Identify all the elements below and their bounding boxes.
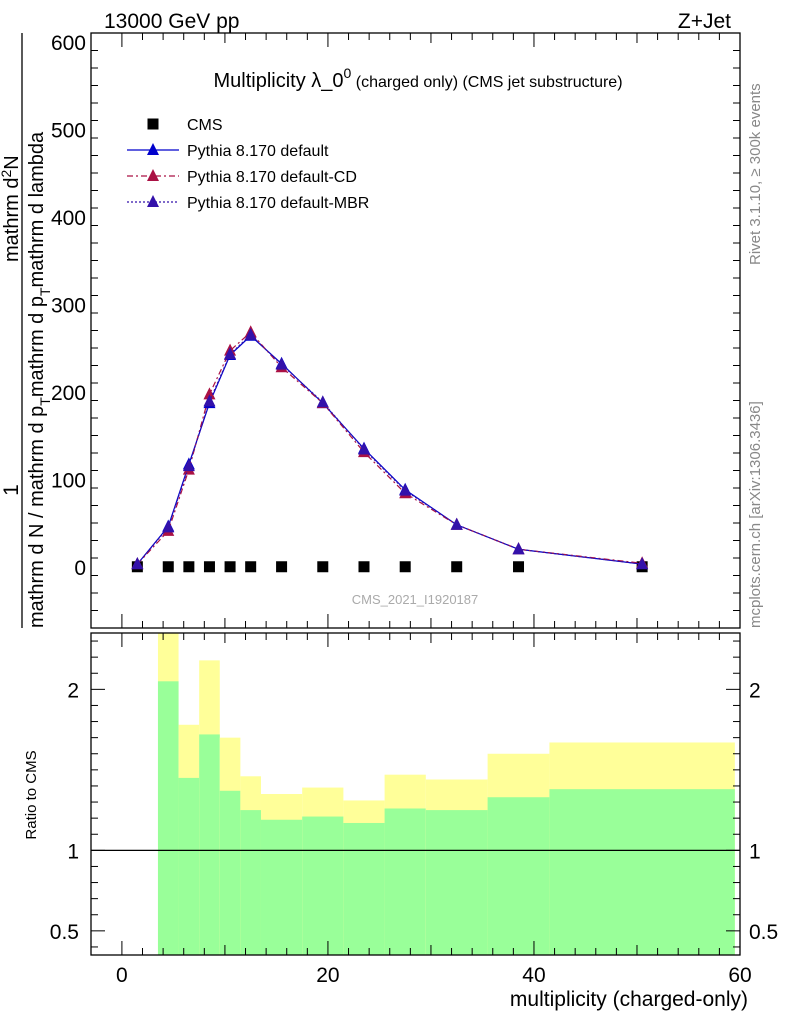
rivet-label: Rivet 3.1.10, ≥ 300k events	[747, 83, 764, 265]
data-point	[451, 561, 463, 573]
ratio-bands	[157, 633, 735, 955]
ylabel-top: mathrm d2N	[0, 155, 23, 262]
ratio-band-inner	[219, 790, 241, 955]
data-point	[182, 459, 195, 472]
legend-entry: Pythia 8.170 default	[127, 143, 329, 160]
data-point	[131, 557, 144, 570]
ylabel-denominator: mathrm d N / mathrm d pTmathrm d pTmathr…	[26, 131, 53, 628]
data-point	[162, 520, 175, 533]
series-cms	[131, 561, 648, 573]
ratio-panel: 0.5 0.51 12 20 20 40 60	[50, 632, 778, 987]
y-tick-label-right: 1	[749, 840, 761, 863]
series-default	[131, 328, 649, 570]
ratio-band-inner	[487, 797, 550, 955]
ratio-band-inner	[302, 816, 344, 955]
series-default-mbr	[131, 327, 649, 570]
data-point	[203, 561, 215, 573]
ratio-band-inner	[384, 808, 426, 955]
y-tick-label: 2	[67, 679, 79, 702]
data-point	[203, 394, 216, 407]
data-point	[450, 517, 463, 530]
ratio-band-inner	[178, 777, 200, 955]
y-tick-label: 0.5	[50, 921, 79, 944]
data-point	[245, 561, 257, 573]
y-tick-label: 300	[51, 294, 86, 317]
y-tick-label: 500	[51, 119, 86, 142]
legend-marker	[147, 169, 159, 181]
series-default-cd	[131, 325, 649, 570]
header-left: 13000 GeV pp	[104, 10, 239, 33]
legend-marker	[147, 195, 159, 207]
ratio-band-inner	[240, 810, 261, 955]
ratio-band-inner	[260, 819, 303, 955]
ratio-band-inner	[425, 810, 488, 955]
ratio-ticks: 0.5 0.51 12 20 20 40 60	[50, 633, 778, 987]
data-point	[317, 561, 329, 573]
mcplots-label: mcplots.cern.ch [arXiv:1306.3436]	[747, 401, 764, 628]
legend-label: Pythia 8.170 default	[187, 143, 329, 160]
y-tick-label: 400	[51, 207, 86, 230]
data-point	[357, 442, 370, 455]
legend: CMS Pythia 8.170 default Pythia 8.170 defa…	[127, 117, 369, 212]
data-point	[636, 557, 649, 570]
main-panel: Multiplicity λ_00 (charged only) (CMS je…	[51, 32, 741, 629]
ratio-band-inner	[199, 734, 220, 955]
main-series	[131, 325, 649, 573]
data-point	[275, 357, 288, 370]
ylabel-numerator: 1	[0, 484, 23, 496]
data-point	[316, 395, 329, 408]
legend-label: CMS	[187, 117, 223, 134]
y-tick-label: 1	[67, 840, 79, 863]
data-point	[399, 483, 412, 496]
ratio-band-inner	[157, 681, 179, 955]
data-point	[513, 561, 525, 573]
legend-label: Pythia 8.170 default-MBR	[187, 195, 369, 212]
data-point	[162, 561, 174, 573]
data-point	[399, 561, 411, 573]
watermark: CMS_2021_I1920187	[352, 592, 479, 607]
main-ylabel: 1 mathrm d N / mathrm d pTmathrm d pTmat…	[0, 33, 53, 628]
ratio-frame	[90, 632, 741, 956]
legend-marker	[147, 143, 159, 155]
legend-marker	[147, 118, 159, 130]
x-tick-label: 20	[316, 964, 339, 987]
y-tick-label-right: 2	[749, 679, 761, 702]
series-line	[136, 331, 643, 565]
y-tick-label: 0	[74, 557, 86, 580]
y-tick-label: 200	[51, 382, 86, 405]
y-tick-label: 600	[51, 32, 86, 55]
x-tick-label: 60	[728, 964, 751, 987]
data-point	[276, 561, 288, 573]
y-tick-label: 100	[51, 469, 86, 492]
data-point	[244, 327, 257, 340]
ratio-band-inner	[549, 789, 735, 955]
series-line	[136, 334, 643, 565]
legend-entry: Pythia 8.170 default-CD	[127, 169, 357, 186]
data-point	[224, 561, 236, 573]
data-point	[183, 561, 195, 573]
xlabel: multiplicity (charged-only)	[510, 988, 748, 1011]
legend-entry: Pythia 8.170 default-MBR	[127, 195, 369, 212]
x-tick-label: 40	[522, 964, 545, 987]
data-point	[224, 347, 237, 360]
legend-label: Pythia 8.170 default-CD	[187, 169, 357, 186]
y-tick-label-right: 0.5	[749, 921, 778, 944]
data-point	[512, 542, 525, 555]
main-frame	[90, 32, 741, 629]
ratio-ylabel: Ratio to CMS	[23, 750, 40, 839]
legend-entry: CMS	[147, 117, 223, 134]
data-point	[358, 561, 370, 573]
data-point	[203, 387, 216, 400]
chart-title: Multiplicity λ_00 (charged only) (CMS je…	[213, 65, 622, 92]
series-line	[136, 334, 643, 565]
header-right: Z+Jet	[678, 10, 731, 33]
ratio-band-inner	[343, 822, 385, 955]
x-tick-label: 0	[116, 964, 128, 987]
